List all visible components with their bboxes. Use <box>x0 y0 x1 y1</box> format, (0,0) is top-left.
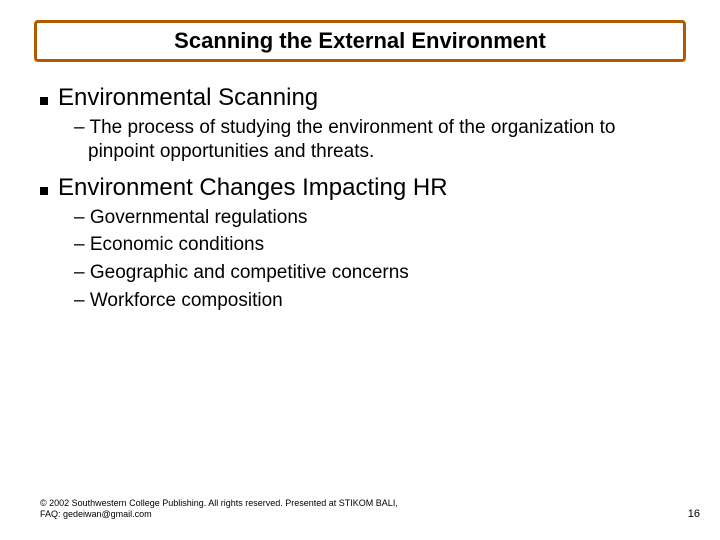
bullet-item: Environmental Scanning <box>40 84 680 112</box>
title-bar: Scanning the External Environment <box>34 20 686 62</box>
slide: Scanning the External Environment Enviro… <box>0 0 720 540</box>
bullet-item: Environment Changes Impacting HR <box>40 174 680 202</box>
bullet-label: Environmental Scanning <box>58 84 318 112</box>
bullet-square-icon <box>40 97 48 105</box>
sub-bullet: – Workforce composition <box>74 289 680 313</box>
sub-bullet: – Economic conditions <box>74 233 680 257</box>
sub-bullet: – Governmental regulations <box>74 206 680 230</box>
sub-bullet: – The process of studying the environmen… <box>74 116 680 164</box>
page-number: 16 <box>688 508 700 520</box>
content-area: Environmental Scanning – The process of … <box>40 78 680 315</box>
bullet-label: Environment Changes Impacting HR <box>58 174 448 202</box>
slide-title: Scanning the External Environment <box>174 28 546 54</box>
bullet-square-icon <box>40 187 48 195</box>
footer-text: © 2002 Southwestern College Publishing. … <box>40 498 420 521</box>
sub-bullet: – Geographic and competitive concerns <box>74 261 680 285</box>
